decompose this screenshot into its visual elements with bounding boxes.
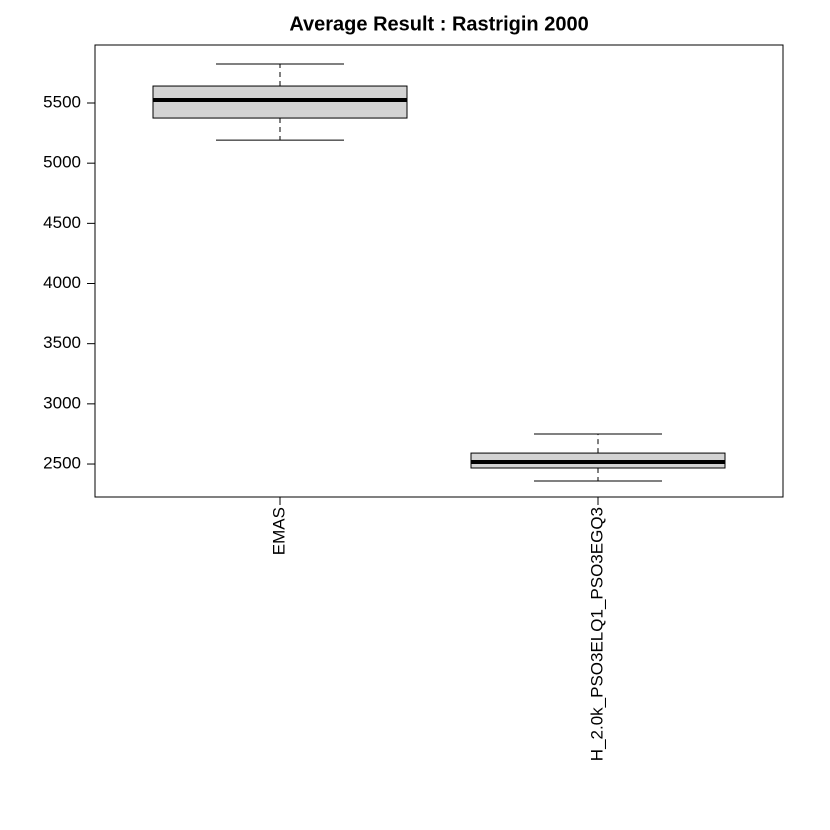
y-tick-label: 3000 — [43, 393, 81, 412]
x-tick-label: H_2.0k_PSO3ELQ1_PSO3EGQ3 — [587, 507, 606, 761]
y-tick-label: 5500 — [43, 92, 81, 111]
y-tick-label: 2500 — [43, 454, 81, 473]
y-tick-label: 3500 — [43, 333, 81, 352]
plot-frame — [94, 44, 784, 498]
box — [152, 85, 408, 119]
y-tick-label: 5000 — [43, 153, 81, 172]
y-tick-label: 4000 — [43, 273, 81, 292]
chart-title: Average Result : Rastrigin 2000 — [289, 13, 588, 35]
y-tick-label: 4500 — [43, 213, 81, 232]
x-tick-label: EMAS — [269, 507, 288, 555]
